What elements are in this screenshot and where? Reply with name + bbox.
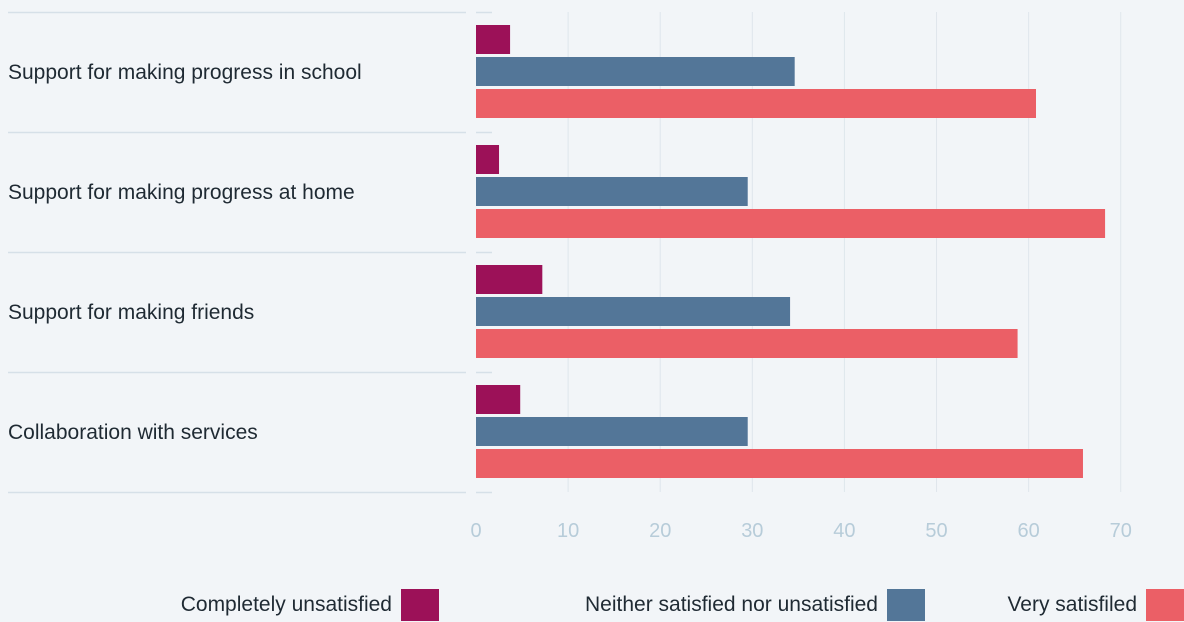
bar[interactable] xyxy=(476,297,791,326)
bar[interactable] xyxy=(476,209,1106,238)
bar[interactable] xyxy=(476,385,521,414)
bar[interactable] xyxy=(476,145,500,174)
x-tick-label: 30 xyxy=(741,520,763,542)
bar[interactable] xyxy=(476,449,1083,478)
x-tick-label: 50 xyxy=(925,520,947,542)
legend-label: Very satisfiled xyxy=(1007,593,1137,616)
x-tick-label: 60 xyxy=(1018,520,1040,542)
bar[interactable] xyxy=(476,25,511,54)
category-label: Support for making progress in school xyxy=(8,61,362,84)
legend-swatch xyxy=(887,589,925,621)
bar[interactable] xyxy=(476,417,748,446)
legend-item[interactable]: Very satisfiled xyxy=(1007,588,1184,622)
bar[interactable] xyxy=(476,89,1036,118)
legend-item[interactable]: Neither satisfied nor unsatisfied xyxy=(585,588,925,622)
bar[interactable] xyxy=(476,177,748,206)
legend-label: Completely unsatisfied xyxy=(180,593,392,616)
category-label: Support for making friends xyxy=(8,301,254,324)
bar[interactable] xyxy=(476,329,1018,358)
x-tick-label: 70 xyxy=(1110,520,1132,542)
legend-item[interactable]: Completely unsatisfied xyxy=(181,588,439,622)
bar[interactable] xyxy=(476,57,795,86)
x-tick-label: 20 xyxy=(649,520,671,542)
x-axis-tick-labels: 0 10 20 30 40 50 60 70 xyxy=(470,520,1131,542)
legend-swatch xyxy=(401,589,439,621)
category-label: Collaboration with services xyxy=(8,421,258,444)
category-labels: Support for making progress in school Sup… xyxy=(8,61,362,444)
category-label: Support for making progress at home xyxy=(8,181,355,204)
legend-label: Neither satisfied nor unsatisfied xyxy=(585,593,878,616)
x-tick-label: 40 xyxy=(833,520,855,542)
bars xyxy=(476,25,1106,478)
bar-chart: Support for making progress in school Sup… xyxy=(8,11,1132,542)
category-separators xyxy=(8,11,492,494)
x-tick-label: 0 xyxy=(470,520,481,542)
legend: Completely unsatisfied Neither satisfied … xyxy=(0,588,1184,622)
x-tick-label: 10 xyxy=(557,520,579,542)
bar[interactable] xyxy=(476,265,543,294)
legend-swatch xyxy=(1146,589,1184,621)
